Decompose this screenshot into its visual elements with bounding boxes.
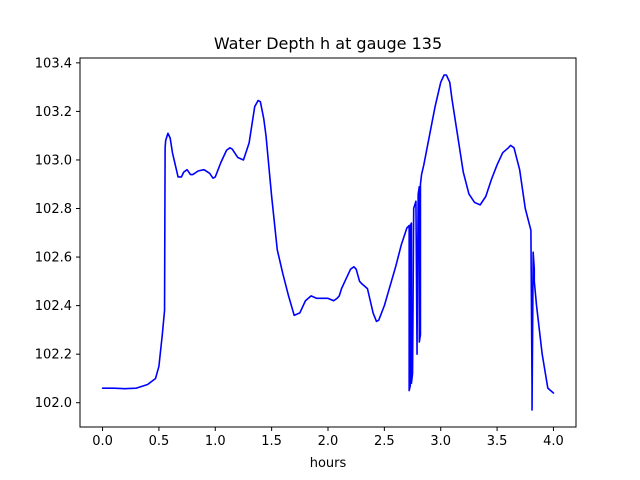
y-tick-label: 102.0 xyxy=(35,396,72,411)
y-tick-label: 102.2 xyxy=(35,348,72,363)
y-tick-label: 103.2 xyxy=(35,105,72,120)
y-tick-label: 103.4 xyxy=(35,56,72,71)
x-tick-label: 2.5 xyxy=(374,434,395,449)
plot-area xyxy=(101,74,555,411)
x-tick-label: 1.5 xyxy=(261,434,282,449)
x-tick-label: 2.0 xyxy=(318,434,339,449)
series-line xyxy=(101,74,555,411)
plot-frame xyxy=(79,57,577,428)
x-tick-label: 4.0 xyxy=(543,434,564,449)
axis-ticks: 0.0 0.5 1.0 1.5 2.0 2.5 3.0 3.5 4.0 102.0 102.2 102… xyxy=(35,56,564,449)
x-tick-label: 0.5 xyxy=(149,434,170,449)
y-tick-label: 102.4 xyxy=(35,299,72,314)
x-axis-label: hours xyxy=(310,456,347,471)
y-tick-label: 102.8 xyxy=(35,202,72,217)
x-tick-label: 3.5 xyxy=(487,434,508,449)
x-tick-label: 3.0 xyxy=(430,434,451,449)
y-tick-label: 102.6 xyxy=(35,251,72,266)
x-tick-label: 1.0 xyxy=(205,434,226,449)
x-tick-label: 0.0 xyxy=(92,434,113,449)
chart-title: Water Depth h at gauge 135 xyxy=(214,34,442,53)
y-tick-label: 103.0 xyxy=(35,153,72,168)
